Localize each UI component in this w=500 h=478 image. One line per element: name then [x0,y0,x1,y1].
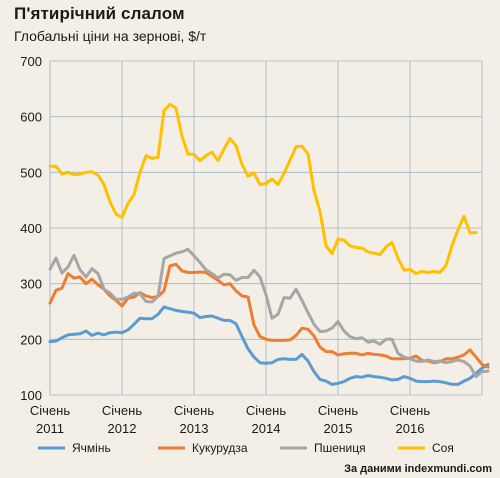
y-tick-label: 700 [20,54,42,69]
chart-title: П'ятирічний слалом [14,4,185,23]
x-tick-label: Січень [246,403,286,418]
grid-lines [49,60,483,396]
legend-label: Соя [432,441,454,455]
series-lines [48,102,490,386]
series-line [48,247,490,379]
legend-label: Ячмінь [72,441,111,455]
x-tick-year: 2015 [324,421,353,436]
series-line [48,102,478,276]
x-tick-label: Січень [318,403,358,418]
legend-label: Кукурудза [192,441,248,455]
y-tick-label: 200 [20,332,42,347]
x-tick-year: 2013 [180,421,209,436]
chart-subtitle: Глобальні ціни на зернові, $/т [14,28,207,44]
x-tick-label: Січень [390,403,430,418]
y-tick-label: 600 [20,110,42,125]
axes: 100 200 300 400 500 600 700 Січень 2011 Січень 201… [20,54,430,436]
legend-label: Пшениця [314,441,366,455]
y-tick-label: 300 [20,277,42,292]
x-tick-year: 2011 [36,421,64,436]
x-tick-label: Січень [174,403,214,418]
x-tick-year: 2012 [108,421,137,436]
y-tick-label: 400 [20,221,42,236]
source-note: За даними indexmundi.com [344,463,492,475]
x-tick-label: Січень [30,403,70,418]
x-tick-label: Січень [102,403,142,418]
x-tick-year: 2016 [396,421,425,436]
y-tick-label: 500 [20,165,42,180]
x-tick-year: 2014 [252,421,281,436]
series-line [48,305,490,386]
y-tick-label: 100 [20,388,42,403]
legend: Ячмінь Кукурудза Пшениця Соя [38,441,454,455]
series-line [48,262,490,369]
